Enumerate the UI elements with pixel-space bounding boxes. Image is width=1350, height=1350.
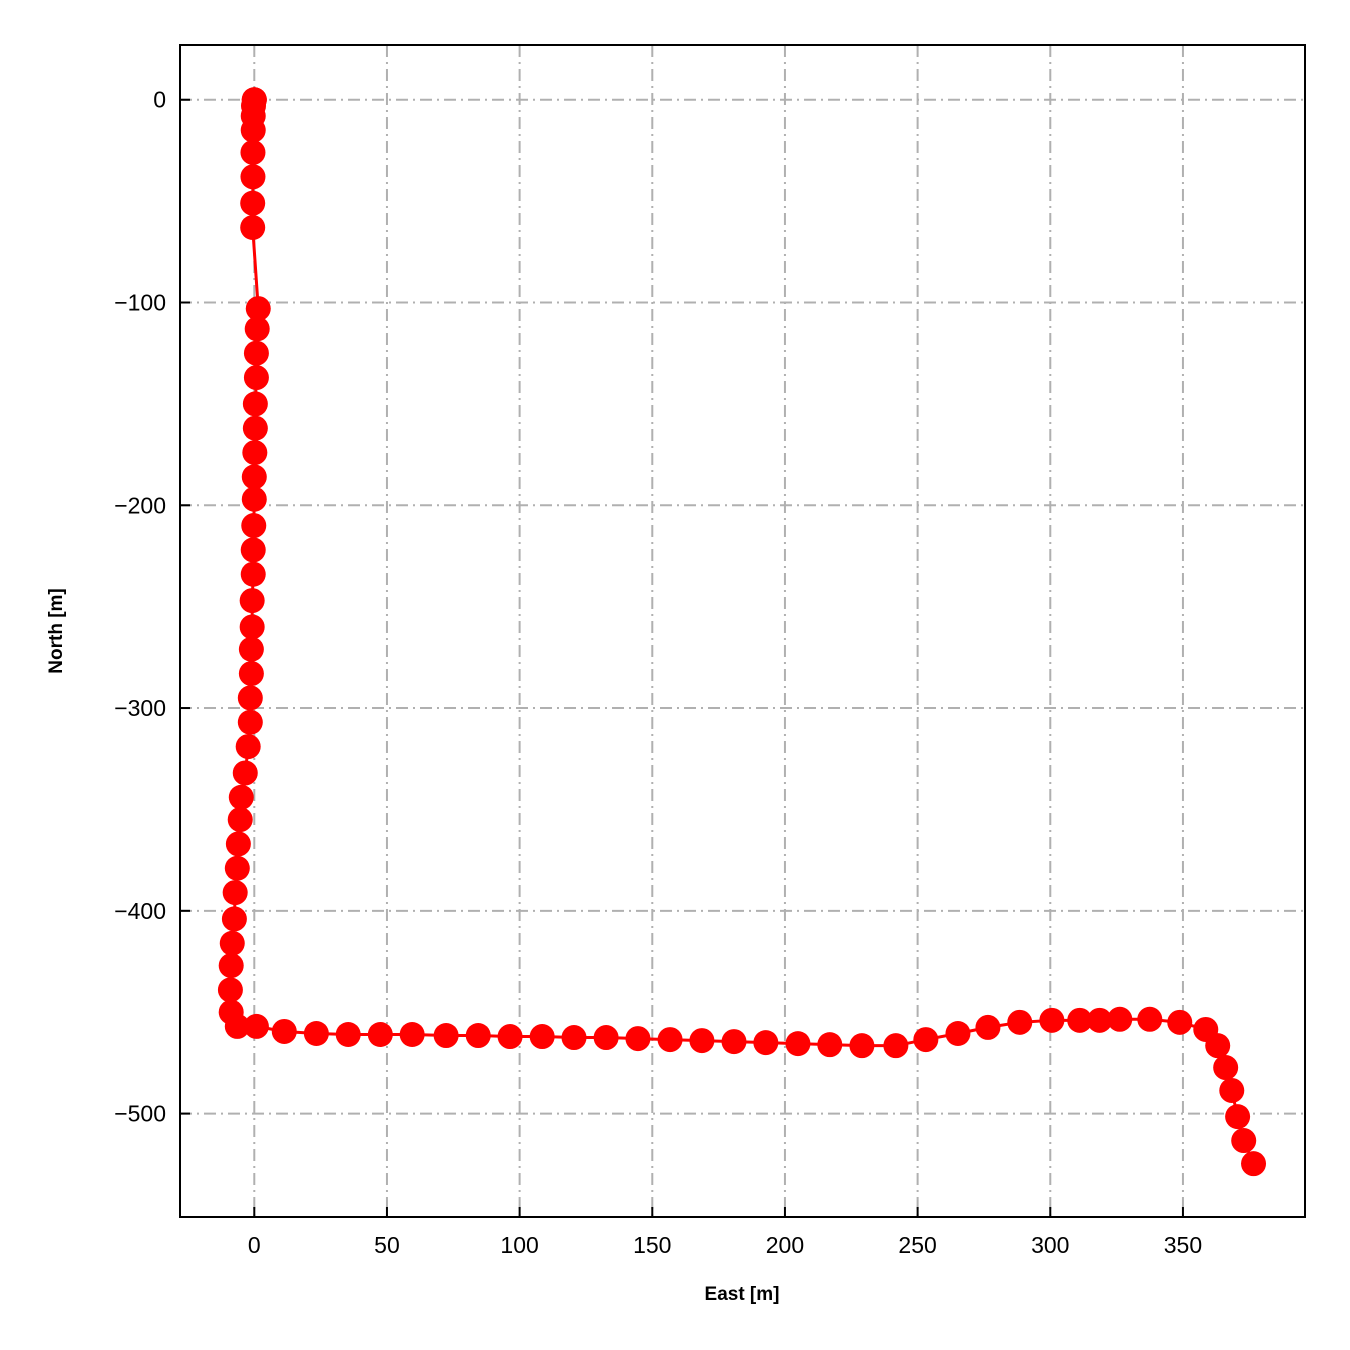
data-point xyxy=(271,1018,297,1044)
data-point xyxy=(239,614,265,640)
data-point xyxy=(1219,1077,1245,1103)
data-point xyxy=(399,1022,425,1048)
data-point xyxy=(529,1024,555,1050)
data-point xyxy=(1007,1009,1033,1035)
series-trajectory xyxy=(217,87,1267,1177)
data-point xyxy=(593,1025,619,1051)
data-point xyxy=(1107,1006,1133,1032)
data-point xyxy=(625,1026,651,1052)
data-point xyxy=(237,685,263,711)
data-point xyxy=(721,1029,747,1055)
data-point xyxy=(242,415,268,441)
data-point xyxy=(228,784,254,810)
y-tick-label: −100 xyxy=(114,290,166,316)
data-point xyxy=(913,1027,939,1053)
data-point xyxy=(335,1022,361,1048)
data-point xyxy=(883,1033,909,1059)
data-point xyxy=(240,537,266,563)
data-point xyxy=(241,464,267,490)
data-point xyxy=(221,906,247,932)
data-point xyxy=(1213,1055,1239,1081)
data-point xyxy=(240,190,266,216)
x-tick-label: 350 xyxy=(1164,1232,1202,1258)
x-tick-label: 300 xyxy=(1031,1232,1069,1258)
ticks: 0 50 100 150 200 250 300 350 0 −100 −200 −300 −400 −5… xyxy=(114,87,1202,1258)
y-tick-label: −300 xyxy=(114,695,166,721)
data-point xyxy=(225,831,251,857)
data-point xyxy=(243,1013,269,1039)
data-point xyxy=(1137,1006,1163,1032)
data-point xyxy=(465,1023,491,1049)
data-point xyxy=(224,855,250,881)
data-point xyxy=(561,1025,587,1051)
x-tick-label: 200 xyxy=(766,1232,804,1258)
data-point xyxy=(239,588,265,614)
data-point xyxy=(224,1013,250,1039)
data-point xyxy=(1205,1033,1231,1059)
data-point xyxy=(219,930,245,956)
grid xyxy=(180,45,1305,1217)
x-tick-label: 100 xyxy=(500,1232,538,1258)
data-point xyxy=(235,734,261,760)
data-point xyxy=(367,1022,393,1048)
data-point xyxy=(303,1020,329,1046)
data-point xyxy=(1087,1007,1113,1033)
data-point xyxy=(975,1014,1001,1040)
x-tick-label: 50 xyxy=(374,1232,400,1258)
series-line xyxy=(228,99,1255,1165)
data-point xyxy=(657,1027,683,1053)
data-point xyxy=(243,340,269,366)
data-point xyxy=(689,1028,715,1054)
data-point xyxy=(240,164,266,190)
data-point xyxy=(785,1031,811,1057)
data-point xyxy=(849,1033,875,1059)
data-point xyxy=(240,139,266,165)
data-point xyxy=(1225,1104,1251,1130)
y-tick-label: −400 xyxy=(114,898,166,924)
data-point xyxy=(238,636,264,662)
data-point xyxy=(242,391,268,417)
y-axis-label: North [m] xyxy=(46,588,67,673)
x-tick-label: 250 xyxy=(898,1232,936,1258)
data-point xyxy=(238,661,264,687)
x-tick-label: 0 xyxy=(248,1232,261,1258)
data-point xyxy=(217,977,243,1003)
x-axis-label: East [m] xyxy=(705,1284,780,1305)
data-point xyxy=(245,296,271,322)
data-point xyxy=(1067,1007,1093,1033)
data-point xyxy=(222,880,248,906)
data-point xyxy=(227,807,253,833)
y-tick-label: −500 xyxy=(114,1101,166,1127)
y-tick-label: −200 xyxy=(114,492,166,518)
data-point xyxy=(240,561,266,587)
data-point xyxy=(433,1023,459,1049)
data-point xyxy=(945,1020,971,1046)
data-point xyxy=(241,486,267,512)
data-point xyxy=(237,709,263,735)
plot-frame xyxy=(179,44,1306,1218)
data-point xyxy=(243,365,269,391)
x-tick-label: 150 xyxy=(633,1232,671,1258)
data-point xyxy=(241,513,267,539)
data-point xyxy=(1231,1128,1257,1154)
data-point xyxy=(240,117,266,143)
data-point xyxy=(753,1030,779,1056)
data-point xyxy=(218,953,244,979)
data-point xyxy=(242,440,268,466)
data-point xyxy=(1241,1151,1267,1177)
data-point xyxy=(497,1024,523,1050)
data-point xyxy=(240,214,266,240)
y-tick-label: 0 xyxy=(153,87,166,113)
data-point xyxy=(244,316,270,342)
data-point xyxy=(1039,1007,1065,1033)
data-point xyxy=(1167,1009,1193,1035)
data-point xyxy=(232,760,258,786)
data-point xyxy=(817,1032,843,1058)
